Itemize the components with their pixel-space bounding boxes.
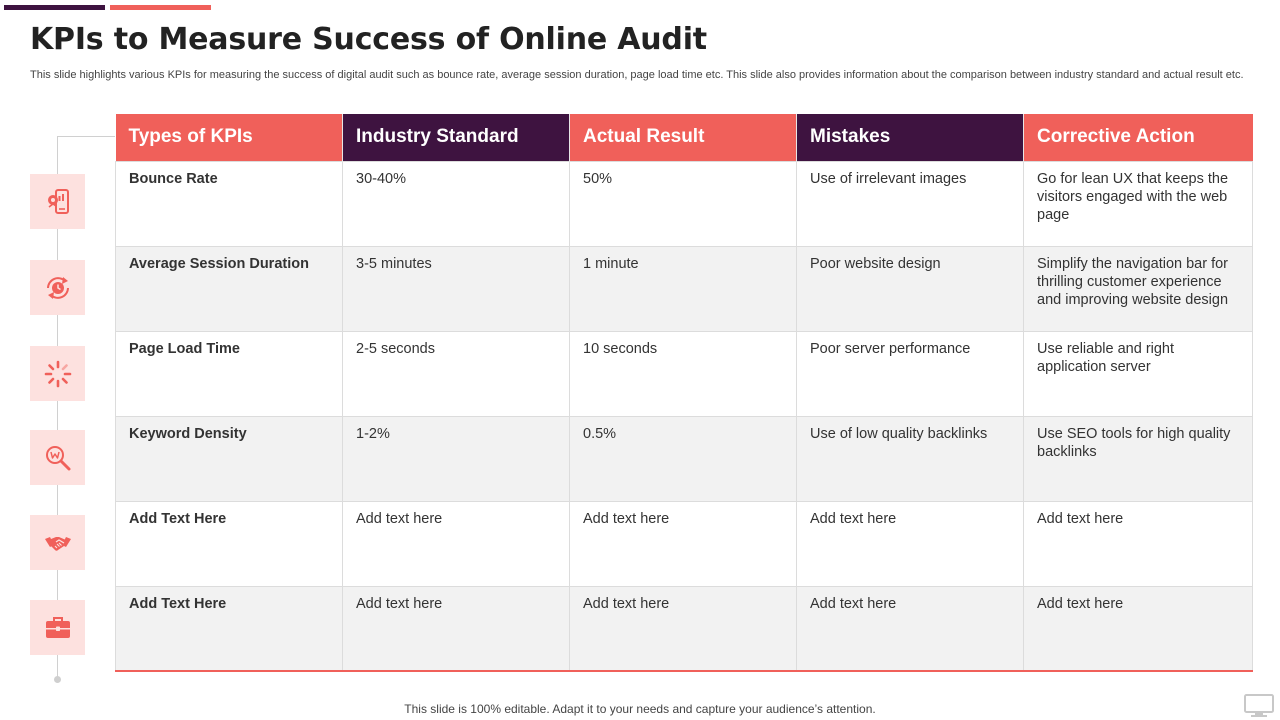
industry-standard-cell: 2-5 seconds — [342, 330, 570, 417]
corrective-action-cell: Use reliable and right application serve… — [1023, 330, 1253, 417]
mobile-analytics-icon — [47, 188, 69, 214]
monitor-icon — [1244, 694, 1274, 717]
corrective-action-cell: Add text here — [1023, 500, 1253, 587]
keyword-search-icon — [45, 445, 70, 470]
refresh-clock-icon — [46, 276, 69, 299]
timeline-connector — [57, 136, 115, 137]
actual-result-cell: 50% — [569, 160, 797, 247]
actual-result-cell: 0.5% — [569, 415, 797, 502]
handshake-icon — [44, 536, 71, 551]
icon-tile-session-duration — [30, 260, 85, 315]
top-accent-bar-coral — [110, 5, 211, 10]
header-types-of-kpis: Types of KPIs — [115, 114, 343, 161]
industry-standard-cell: Add text here — [342, 500, 570, 587]
actual-result-cell: 1 minute — [569, 245, 797, 332]
mistakes-cell: Add text here — [796, 500, 1024, 587]
timeline-end-dot — [54, 676, 61, 683]
footer-note: This slide is 100% editable. Adapt it to… — [404, 702, 876, 716]
mistakes-cell: Use of irrelevant images — [796, 160, 1024, 247]
actual-result-cell: Add text here — [569, 585, 797, 672]
mistakes-cell: Add text here — [796, 585, 1024, 672]
kpi-name-cell: Bounce Rate — [115, 160, 343, 247]
kpi-name-cell: Add Text Here — [115, 500, 343, 587]
table-row: Page Load Time 2-5 seconds 10 seconds Po… — [115, 330, 1253, 417]
table-row: Average Session Duration 3-5 minutes 1 m… — [115, 245, 1253, 332]
kpi-name-cell: Average Session Duration — [115, 245, 343, 332]
table-header-row: Types of KPIs Industry Standard Actual R… — [115, 114, 1253, 161]
kpi-name-cell: Keyword Density — [115, 415, 343, 502]
icon-tile-handshake — [30, 515, 85, 570]
page-subtitle: This slide highlights various KPIs for m… — [30, 69, 1244, 81]
industry-standard-cell: 1-2% — [342, 415, 570, 502]
table-row: Bounce Rate 30-40% 50% Use of irrelevant… — [115, 160, 1253, 247]
icon-tile-briefcase — [30, 600, 85, 655]
loading-spinner-icon — [44, 360, 71, 387]
icon-tile-keyword-density — [30, 430, 85, 485]
header-actual-result: Actual Result — [569, 114, 797, 161]
mistakes-cell: Poor website design — [796, 245, 1024, 332]
briefcase-icon — [45, 616, 70, 638]
mistakes-cell: Use of low quality backlinks — [796, 415, 1024, 502]
corrective-action-cell: Go for lean UX that keeps the visitors e… — [1023, 160, 1253, 247]
kpi-name-cell: Add Text Here — [115, 585, 343, 672]
top-accent-bar-dark — [4, 5, 105, 10]
header-corrective-action: Corrective Action — [1023, 114, 1253, 161]
kpi-name-cell: Page Load Time — [115, 330, 343, 417]
actual-result-cell: 10 seconds — [569, 330, 797, 417]
industry-standard-cell: Add text here — [342, 585, 570, 672]
actual-result-cell: Add text here — [569, 500, 797, 587]
table-row: Add Text Here Add text here Add text her… — [115, 585, 1253, 672]
icon-tile-bounce-rate — [30, 174, 85, 229]
mistakes-cell: Poor server performance — [796, 330, 1024, 417]
kpi-table: Types of KPIs Industry Standard Actual R… — [115, 114, 1253, 672]
table-row: Add Text Here Add text here Add text her… — [115, 500, 1253, 587]
header-industry-standard: Industry Standard — [342, 114, 570, 161]
header-mistakes: Mistakes — [796, 114, 1024, 161]
corrective-action-cell: Use SEO tools for high quality backlinks — [1023, 415, 1253, 502]
page-title: KPIs to Measure Success of Online Audit — [30, 22, 707, 57]
industry-standard-cell: 30-40% — [342, 160, 570, 247]
timeline-line — [57, 137, 58, 679]
table-row: Keyword Density 1-2% 0.5% Use of low qua… — [115, 415, 1253, 502]
corrective-action-cell: Add text here — [1023, 585, 1253, 672]
corrective-action-cell: Simplify the navigation bar for thrillin… — [1023, 245, 1253, 332]
icon-tile-page-load — [30, 346, 85, 401]
industry-standard-cell: 3-5 minutes — [342, 245, 570, 332]
